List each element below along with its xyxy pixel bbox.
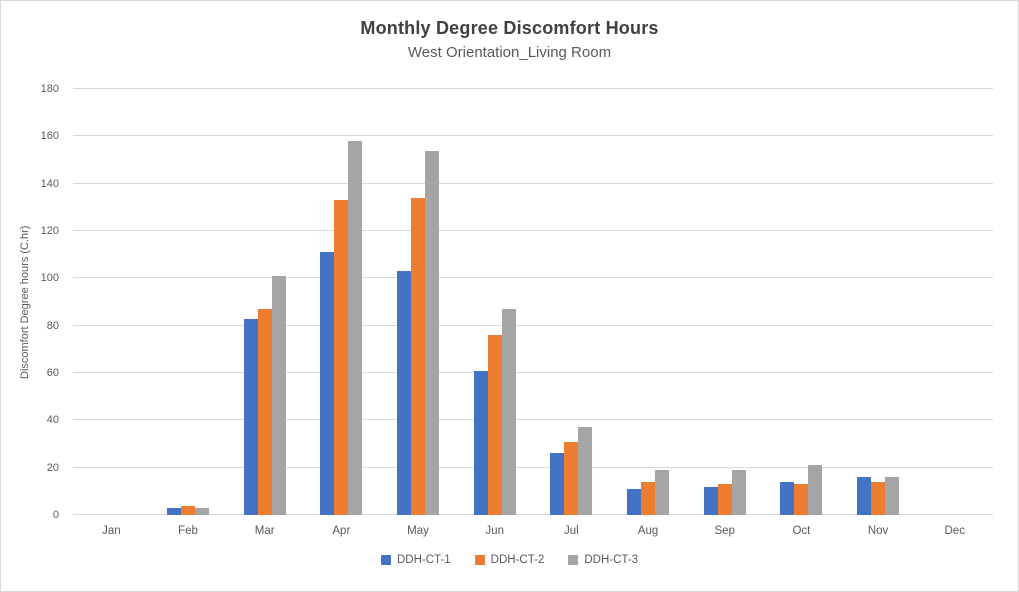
legend-swatch-icon [380,555,391,565]
bar-ddh-ct-3-feb [195,507,209,515]
x-tick-label-nov: Nov [867,525,889,537]
legend-swatch-icon [568,555,579,565]
x-tick-label-may: May [407,525,429,537]
x-tick-label-sep: Sep [714,525,735,537]
y-tick-label-140: 140 [40,177,59,190]
y-tick-label-80: 80 [46,319,59,332]
y-tick-label-120: 120 [40,225,59,238]
bar-ddh-ct-1-jul [550,453,565,515]
bar-ddh-ct-2-jul [564,441,579,515]
bar-group-sep [686,89,763,515]
bar-ddh-ct-2-aug [641,481,656,515]
bar-group-feb [150,89,227,515]
legend-item-ddh-ct-1: DDH-CT-1 [380,554,451,566]
bar-group-apr [303,89,380,515]
bar-ddh-ct-2-nov [871,481,886,515]
bar-group-oct [763,89,840,515]
bar-ddh-ct-1-oct [780,481,795,515]
chart-subtitle: West Orientation_Living Room [407,44,612,61]
legend-label: DDH-CT-2 [490,554,545,566]
y-tick-label-160: 160 [40,130,59,143]
bar-groups [73,89,993,515]
bar-ddh-ct-1-nov [857,477,872,515]
x-tick-label-jan: Jan [102,525,121,537]
gridline-100 [73,277,993,279]
gridline-160 [73,135,993,137]
bar-ddh-ct-2-feb [181,505,195,515]
legend-item-ddh-ct-3: DDH-CT-3 [568,554,638,566]
gridline-80 [73,324,993,326]
y-tick-label-60: 60 [46,367,59,380]
x-tick-label-jun: Jun [485,525,504,537]
gridline-140 [73,182,993,184]
gridline-20 [73,466,993,468]
bar-ddh-ct-1-apr [320,252,335,515]
bar-ddh-ct-2-jun [487,335,502,515]
gridline-60 [73,372,993,374]
bar-ddh-ct-1-sep [703,486,718,515]
bar-ddh-ct-1-feb [167,507,181,515]
y-axis-ticks: 0 20 40 60 80 100 120 140 160 180 [1,83,65,521]
bar-group-dec [916,89,993,515]
bar-ddh-ct-1-jun [473,370,488,515]
bar-ddh-ct-3-sep [731,470,746,515]
x-axis-labels: Jan Feb Mar Apr May Jun Jul Aug Sep Oct Nov Dec [73,525,993,537]
y-tick-label-100: 100 [40,272,59,285]
bar-ddh-ct-2-sep [717,484,732,515]
bar-group-mar [226,89,303,515]
bar-ddh-ct-3-mar [271,275,286,515]
bar-ddh-ct-3-aug [655,470,670,515]
bar-group-jun [456,89,533,515]
y-tick-label-180: 180 [40,83,59,95]
bar-ddh-ct-3-jul [578,427,593,515]
bar-ddh-ct-2-apr [334,200,349,515]
bar-group-may [380,89,457,515]
bar-group-jul [533,89,610,515]
x-tick-label-feb: Feb [178,525,198,537]
gridline-40 [73,419,993,421]
bar-group-nov [840,89,917,515]
chart-title: Monthly Degree Discomfort Hours [360,18,659,38]
bar-ddh-ct-2-mar [257,309,272,515]
legend-item-ddh-ct-2: DDH-CT-2 [474,554,545,566]
legend-label: DDH-CT-3 [584,554,638,566]
x-tick-label-oct: Oct [792,525,811,537]
bar-ddh-ct-3-jun [501,309,516,515]
y-tick-label-20: 20 [46,461,59,474]
legend-swatch-icon [474,555,485,565]
bar-group-aug [610,89,687,515]
x-tick-label-aug: Aug [637,525,659,537]
bar-ddh-ct-2-oct [794,484,809,515]
bar-ddh-ct-1-aug [627,488,642,515]
y-tick-label-40: 40 [46,414,59,427]
legend-label: DDH-CT-1 [396,554,451,566]
gridline-0 [73,514,993,515]
bar-ddh-ct-1-mar [243,318,258,515]
gridline-120 [73,230,993,232]
legend: DDH-CT-1 DDH-CT-2 DDH-CT-3 [1,554,1018,566]
bar-ddh-ct-1-may [397,271,412,515]
gridline-180 [73,88,993,89]
x-tick-label-apr: Apr [332,525,351,537]
bar-ddh-ct-3-oct [808,465,823,515]
bar-ddh-ct-3-nov [885,477,900,515]
y-tick-label-0: 0 [52,509,59,521]
plot-area [73,88,993,515]
x-tick-label-jul: Jul [564,525,579,537]
bar-ddh-ct-3-apr [348,141,363,515]
bar-group-jan [73,89,150,515]
bar-ddh-ct-2-may [411,197,426,515]
bar-ddh-ct-3-may [425,150,440,515]
x-tick-label-mar: Mar [254,525,275,537]
x-tick-label-dec: Dec [944,525,965,537]
